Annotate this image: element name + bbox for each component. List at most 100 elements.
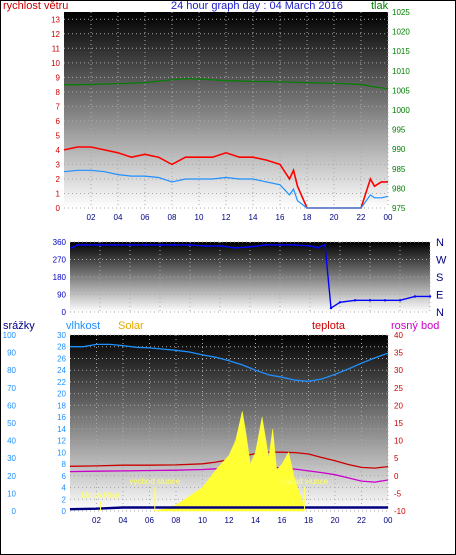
compass-label: E <box>436 290 443 302</box>
wind-x-tick-label: 18 <box>303 213 312 222</box>
rain-tick-label: 50 <box>7 419 16 428</box>
rain-tick-label: 90 <box>7 349 16 358</box>
dewpoint-label: rosný bod <box>391 320 440 332</box>
direction-tick-label: 90 <box>57 291 66 300</box>
wind-tick-label: 10 <box>51 59 60 68</box>
wind-direction-point <box>76 243 79 247</box>
humidity-tick-label: 20 <box>57 390 66 399</box>
wind-direction-point <box>143 243 147 247</box>
wind-tick-label: 2 <box>56 175 61 184</box>
compass-label: N <box>436 237 444 249</box>
wind-direction-point <box>353 299 357 302</box>
climate-x-tick-label: 04 <box>119 516 128 525</box>
wind-direction-point <box>158 243 162 247</box>
chart-title: 24 hour graph day : 04 March 2016 <box>171 0 343 12</box>
rain-tick-label: 20 <box>7 472 16 481</box>
humidity-tick-label: 14 <box>57 425 66 434</box>
direction-tick-label: 360 <box>53 238 67 247</box>
temperature-tick-label: 5 <box>394 454 399 463</box>
climate-x-tick-label: 18 <box>304 516 313 525</box>
climate-x-tick-label: 02 <box>92 516 101 525</box>
climate-x-tick-label: 22 <box>357 516 366 525</box>
humidity-label: vlhkost <box>66 320 101 332</box>
pressure-tick-label: 1010 <box>392 67 410 76</box>
series-srážky-line <box>69 506 388 511</box>
humidity-tick-label: 26 <box>57 354 66 363</box>
humidity-tick-label: 0 <box>62 507 67 516</box>
temperature-tick-label: -10 <box>394 507 406 516</box>
climate-x-tick-label: 06 <box>145 516 154 525</box>
temperature-tick-label: 35 <box>394 349 403 358</box>
wind-direction-point <box>293 243 297 247</box>
wind-direction-point <box>203 244 207 248</box>
temperature-tick-label: 0 <box>394 472 399 481</box>
wind-direction-point <box>98 243 102 247</box>
wind-direction-point <box>248 245 252 249</box>
pressure-tick-label: 1020 <box>392 28 410 37</box>
humidity-tick-label: 18 <box>57 401 66 410</box>
pressure-tick-label: 985 <box>392 165 406 174</box>
rain-tick-label: 80 <box>7 366 16 375</box>
wind-x-tick-label: 22 <box>357 213 366 222</box>
wind-x-tick-label: 06 <box>141 213 150 222</box>
temperature-tick-label: 40 <box>394 331 403 340</box>
rain-tick-label: 10 <box>7 489 16 498</box>
temperature-tick-label: 15 <box>394 419 403 428</box>
wind-direction-point <box>323 243 327 247</box>
humidity-tick-label: 22 <box>57 378 66 387</box>
wind-direction-point <box>83 243 87 247</box>
climate-x-tick-label: 16 <box>278 516 287 525</box>
wind-x-tick-label: 14 <box>249 213 258 222</box>
pressure-tick-label: 990 <box>392 145 406 154</box>
humidity-tick-label: 24 <box>57 366 66 375</box>
humidity-tick-label: 16 <box>57 413 66 422</box>
direction-tick-label: 180 <box>53 273 67 282</box>
wind-direction-point <box>368 299 372 302</box>
rain-tick-label: 60 <box>7 401 16 410</box>
wind-tick-label: 4 <box>56 146 61 155</box>
pressure-label: tlak <box>371 0 389 12</box>
humidity-tick-label: 12 <box>57 437 66 446</box>
temperature-tick-label: 30 <box>394 366 403 375</box>
wind-tick-label: 13 <box>51 15 60 24</box>
wind-x-tick-label: 12 <box>222 213 231 222</box>
rain-label: srážky <box>3 320 35 332</box>
wind-tick-label: 5 <box>56 131 61 140</box>
series-wind-direction-line <box>71 243 430 310</box>
humidity-tick-label: 2 <box>62 495 67 504</box>
wind-tick-label: 0 <box>56 204 61 213</box>
rain-tick-label: 100 <box>3 331 17 340</box>
rain-tick-label: 30 <box>7 454 16 463</box>
wind-direction-point <box>329 306 333 310</box>
wind-x-tick-label: 00 <box>384 213 393 222</box>
wind-speed-label: rychlost větru <box>3 0 69 12</box>
wind-direction-point <box>398 299 402 302</box>
temperature-tick-label: 20 <box>394 401 403 410</box>
climate-x-tick-label: 12 <box>225 516 234 525</box>
wind-direction-point <box>316 246 319 250</box>
climate-x-tick-label: 08 <box>172 516 181 525</box>
wind-tick-label: 11 <box>52 44 61 53</box>
wind-direction-point <box>278 243 282 247</box>
direction-tick-label: 270 <box>53 256 67 265</box>
compass-label: W <box>436 255 447 267</box>
wind-direction-point <box>263 243 267 247</box>
series-wind-speed-line <box>63 169 389 209</box>
wind-tick-label: 8 <box>56 88 61 97</box>
annotation-label: východ slunce <box>129 477 180 486</box>
wind-direction-point <box>70 246 73 250</box>
wind-direction-point <box>173 243 177 247</box>
annotation-label: Moon Rise <box>81 491 120 500</box>
climate-x-tick-label: 10 <box>198 516 207 525</box>
annotation-label: západ slunce <box>281 477 329 486</box>
compass-label: N <box>436 307 444 319</box>
wind-tick-label: 7 <box>56 102 61 111</box>
direction-tick-label: 0 <box>62 308 67 317</box>
wind-direction-point <box>218 244 222 248</box>
pressure-tick-label: 995 <box>392 126 406 135</box>
temperature-tick-label: -5 <box>394 489 402 498</box>
pressure-tick-label: 1005 <box>392 86 410 95</box>
wind-direction-point <box>113 243 117 247</box>
wind-direction-point <box>188 243 192 247</box>
